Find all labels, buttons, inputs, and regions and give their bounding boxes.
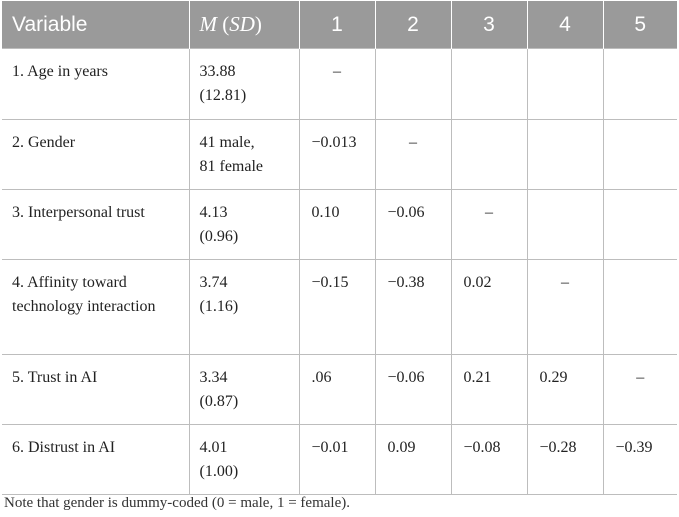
variable-name: 2. Gender <box>2 119 190 190</box>
table-row: 5. Trust in AI 3.34 (0.87) .06 −0.06 0.21… <box>2 354 677 425</box>
corr-cell: −0.15 <box>298 259 376 355</box>
mean-sd-cell: 3.74 (1.16) <box>188 259 300 355</box>
corr-cell: −0.013 <box>298 119 376 190</box>
corr-cell: −0.28 <box>526 424 604 495</box>
header-col-3: 3 <box>450 1 528 49</box>
variable-name: 5. Trust in AI <box>2 354 190 425</box>
header-col-5: 5 <box>602 1 677 49</box>
mean-value: 4.13 <box>199 204 228 221</box>
header-row: Variable M (SD) 1 2 3 4 5 <box>2 1 677 49</box>
corr-cell <box>602 259 677 355</box>
corr-cell: 0.10 <box>298 189 376 260</box>
variable-name: 6. Distrust in AI <box>2 424 190 495</box>
corr-cell <box>374 48 452 120</box>
corr-cell <box>602 48 677 120</box>
mean-sd-cell: 4.01 (1.00) <box>188 424 300 495</box>
header-sd: SD <box>229 12 255 36</box>
corr-cell <box>526 119 604 190</box>
corr-cell: – <box>374 119 452 190</box>
corr-cell: 0.29 <box>526 354 604 425</box>
corr-cell: 0.21 <box>450 354 528 425</box>
corr-cell: −0.38 <box>374 259 452 355</box>
header-col-4: 4 <box>526 1 604 49</box>
corr-cell: −0.08 <box>450 424 528 495</box>
corr-cell <box>602 119 677 190</box>
corr-cell <box>602 189 677 260</box>
mean-value: 4.01 <box>199 439 228 456</box>
header-col-2: 2 <box>374 1 452 49</box>
header-mean-sd: M (SD) <box>188 1 300 49</box>
corr-cell: −0.06 <box>374 189 452 260</box>
variable-name: 1. Age in years <box>2 48 190 120</box>
mean-sd-cell: 3.34 (0.87) <box>188 354 300 425</box>
mean-value: 33.88 <box>199 63 236 80</box>
correlation-table: Variable M (SD) 1 2 3 4 5 1. Age in year… <box>2 1 677 495</box>
header-col-1: 1 <box>298 1 376 49</box>
mean-value: 3.74 <box>199 274 228 291</box>
sd-value: (1.00) <box>199 463 239 480</box>
corr-cell: .06 <box>298 354 376 425</box>
corr-cell: – <box>298 48 376 120</box>
table-row: 1. Age in years 33.88 (12.81) – <box>2 48 677 120</box>
table-row: 4. Affinity toward technology interactio… <box>2 259 677 355</box>
mean-sd-cell: 4.13 (0.96) <box>188 189 300 260</box>
header-mean: M <box>199 12 218 36</box>
mean-sd-cell: 33.88 (12.81) <box>188 48 300 120</box>
sd-value: (12.81) <box>199 87 247 104</box>
corr-cell: 0.09 <box>374 424 452 495</box>
corr-cell <box>526 48 604 120</box>
corr-cell <box>526 189 604 260</box>
corr-cell <box>450 119 528 190</box>
mean-value: 41 male, <box>199 134 255 151</box>
sd-value: (0.87) <box>199 393 239 410</box>
variable-name: 3. Interpersonal trust <box>2 189 190 260</box>
sd-value: (1.16) <box>199 298 239 315</box>
sd-value: (0.96) <box>199 228 239 245</box>
table-note: Note that gender is dummy-coded (0 = mal… <box>4 495 350 511</box>
sd-value: 81 female <box>199 158 264 175</box>
table-row: 3. Interpersonal trust 4.13 (0.96) 0.10 −… <box>2 189 677 260</box>
corr-cell: – <box>526 259 604 355</box>
corr-cell: −0.01 <box>298 424 376 495</box>
header-variable: Variable <box>2 1 190 49</box>
corr-cell: – <box>602 354 677 425</box>
table-row: 2. Gender 41 male, 81 female −0.013 – <box>2 119 677 190</box>
corr-cell: 0.02 <box>450 259 528 355</box>
mean-value: 3.34 <box>199 369 228 386</box>
corr-cell <box>450 48 528 120</box>
corr-cell: −0.39 <box>602 424 677 495</box>
variable-name: 4. Affinity toward technology interactio… <box>2 259 190 355</box>
mean-sd-cell: 41 male, 81 female <box>188 119 300 190</box>
corr-cell: −0.06 <box>374 354 452 425</box>
table-row: 6. Distrust in AI 4.01 (1.00) −0.01 0.09 … <box>2 424 677 495</box>
corr-cell: – <box>450 189 528 260</box>
